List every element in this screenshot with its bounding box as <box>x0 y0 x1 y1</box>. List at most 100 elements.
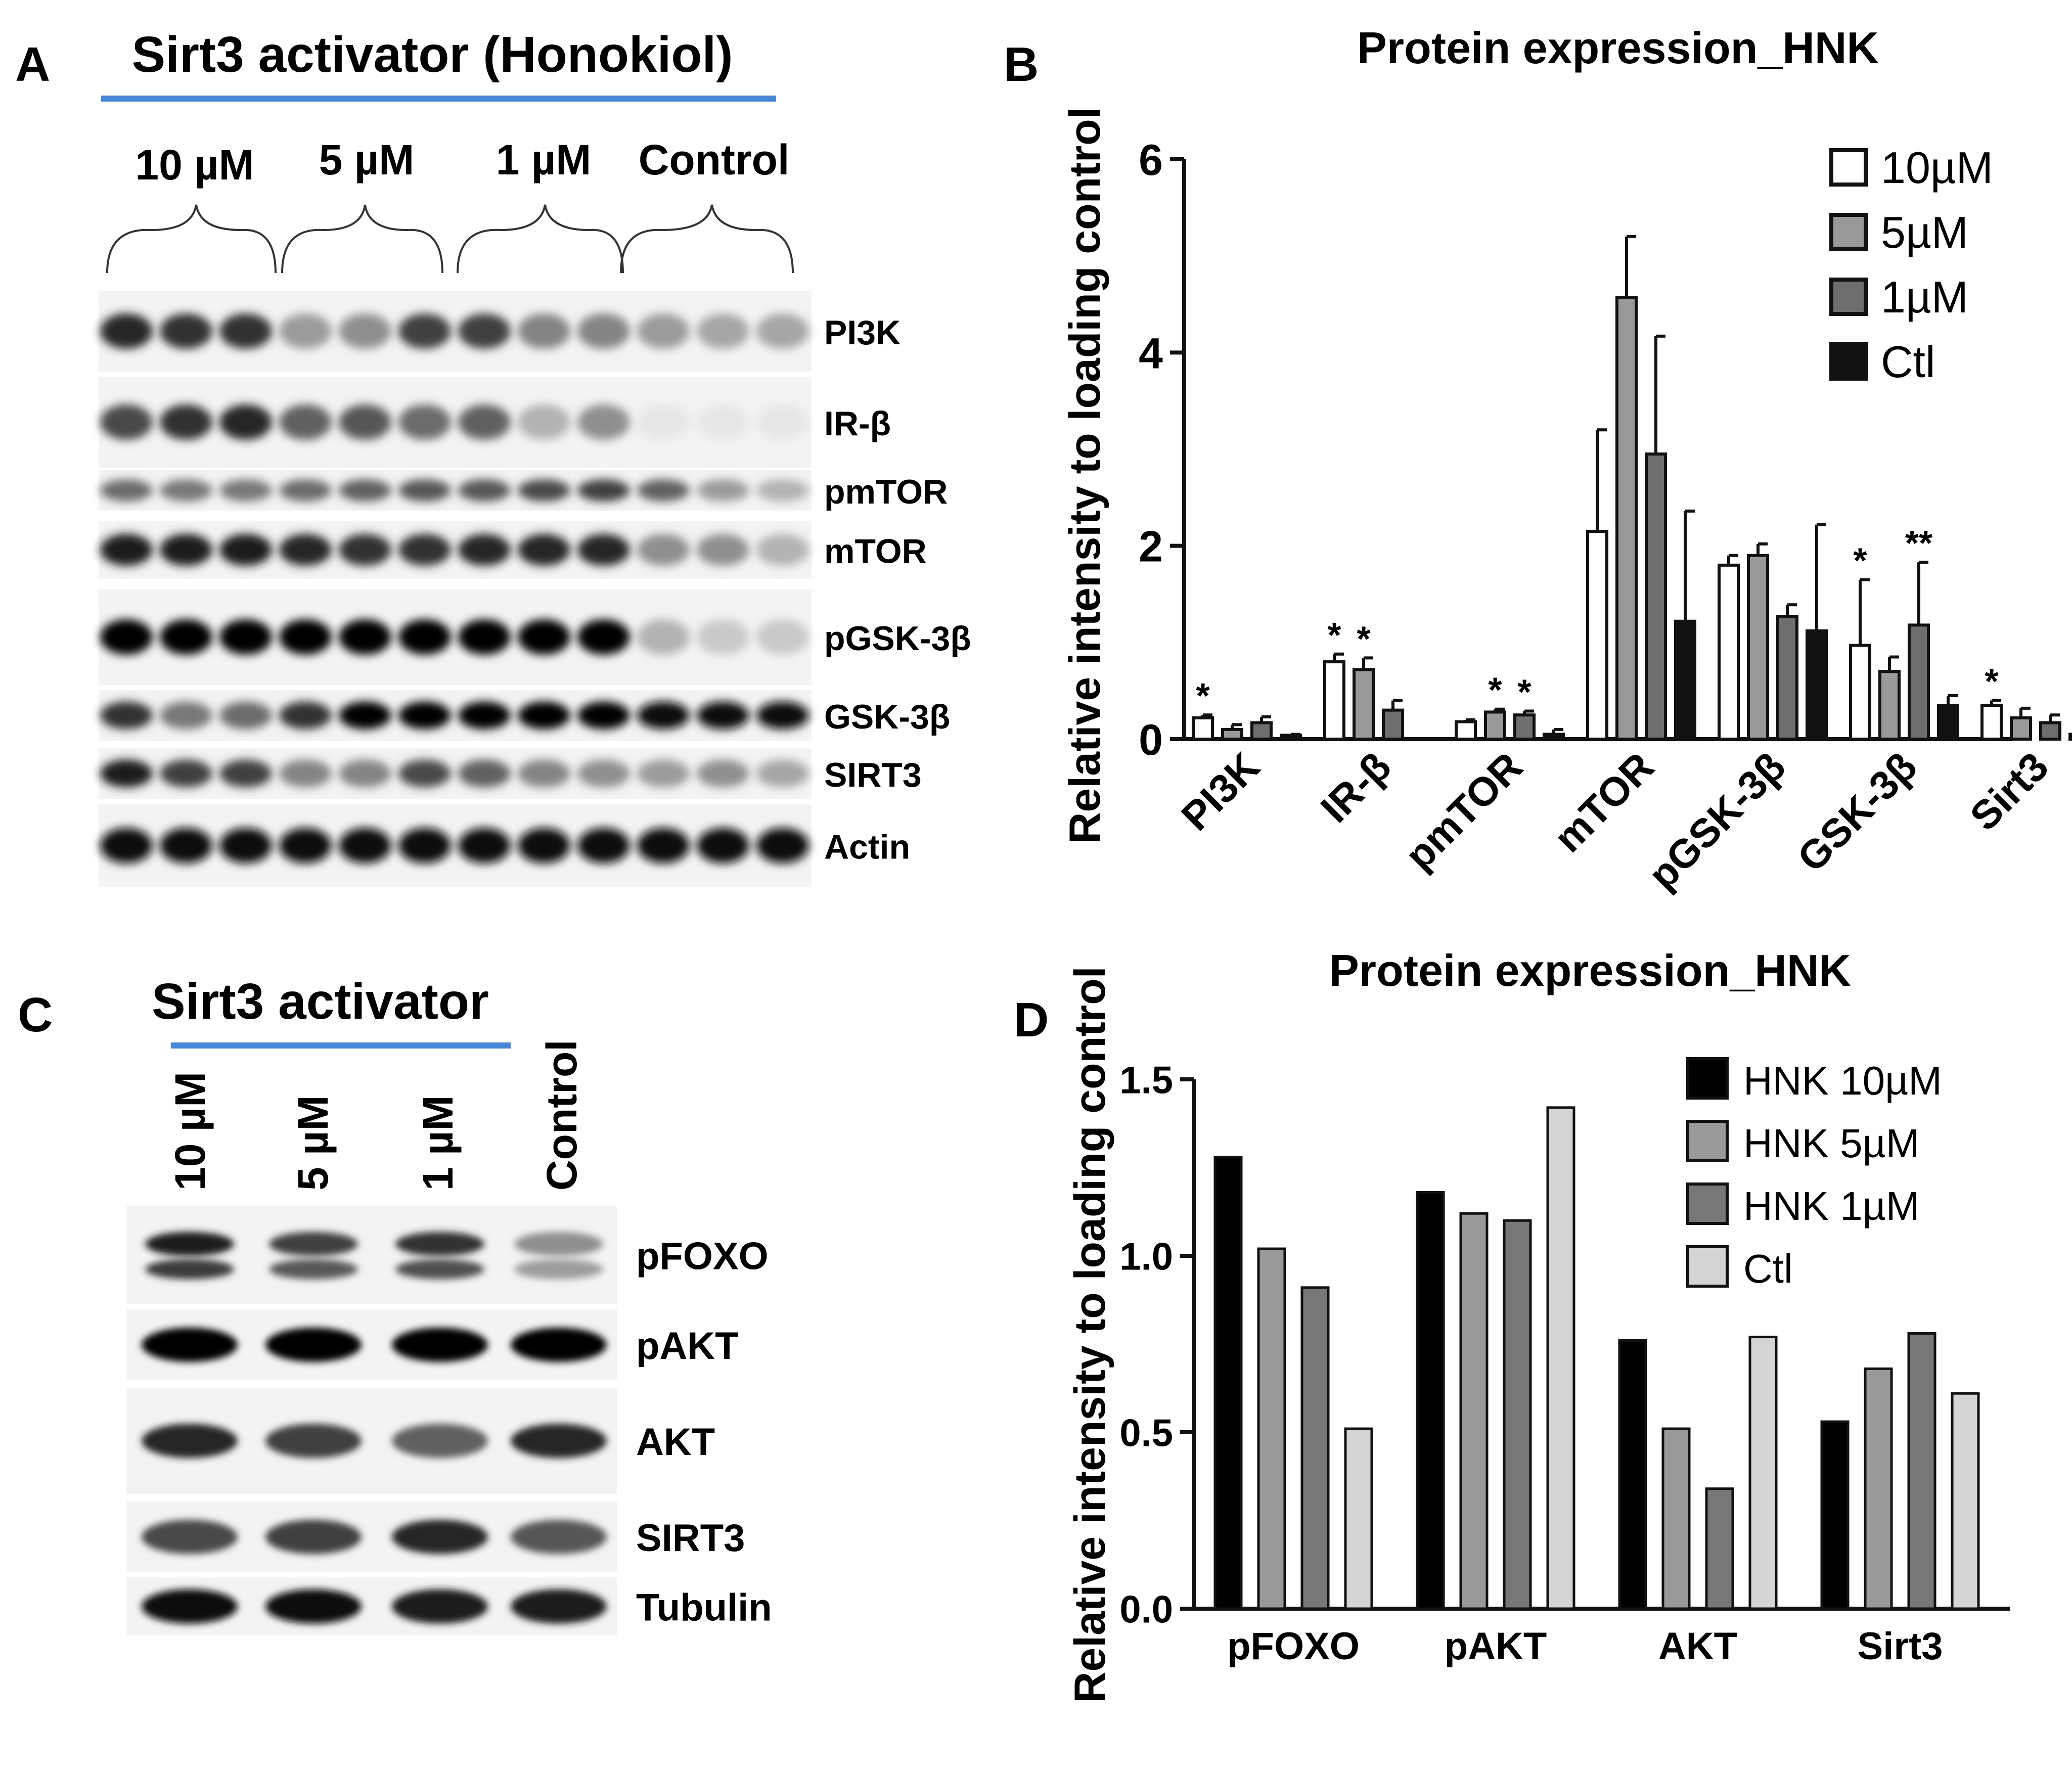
legend-label: HNK 1µM <box>1743 1184 1919 1229</box>
blot-band <box>339 828 391 863</box>
blot-band <box>100 759 153 788</box>
panel-a-group-label: 10 µM <box>135 141 254 189</box>
bar <box>1907 1332 1936 1610</box>
blot-band <box>458 701 511 730</box>
blot-band <box>339 313 391 349</box>
bar <box>1849 644 1871 741</box>
blot-row: mTOR <box>99 521 927 579</box>
blot-band <box>398 313 451 349</box>
blot-band <box>398 828 451 863</box>
x-tick-label: Sirt3 <box>1961 744 2057 839</box>
blot-band <box>339 619 391 655</box>
blot-band <box>160 479 212 502</box>
bar <box>1213 1156 1243 1610</box>
blot-row-label: PI3K <box>824 313 900 352</box>
bar <box>1747 554 1769 741</box>
y-tick-label: 0.0 <box>1119 1588 1173 1631</box>
blot-band <box>160 759 212 788</box>
blot-band <box>100 533 153 566</box>
bar <box>1257 1247 1286 1610</box>
panel-c-lane-label: 5 µM <box>289 1096 337 1191</box>
blot-band <box>697 404 749 440</box>
blot-band <box>142 1328 238 1362</box>
blot-band <box>697 759 749 788</box>
blot-band <box>697 533 749 566</box>
bar <box>1586 529 1608 741</box>
blot-band <box>142 1520 238 1554</box>
bar <box>1300 1286 1330 1610</box>
blot-strip <box>99 291 812 372</box>
blot-band <box>518 313 570 349</box>
blot-band <box>637 828 690 863</box>
bar <box>1908 623 1930 741</box>
blot-strip <box>99 690 812 741</box>
blot-row-label: IR-β <box>824 404 891 443</box>
blot-band <box>395 1259 484 1280</box>
blot-band <box>279 313 332 349</box>
legend-swatch-ctl <box>1686 1245 1729 1288</box>
bar <box>1192 716 1214 741</box>
blot-band <box>219 759 272 788</box>
blot-band <box>398 701 451 730</box>
panel-d: D Protein expression_HNK Relative intens… <box>1014 945 2010 1703</box>
blot-row: pmTOR <box>99 470 948 511</box>
panel-b-y-axis-label: Relative intensity to loading control <box>1061 107 1109 843</box>
panel-d-y-axis-label: Relative intensity to loading control <box>1066 966 1114 1703</box>
blot-row: GSK-3β <box>99 690 950 741</box>
legend-swatch-10um <box>1829 148 1868 187</box>
bar <box>1250 721 1273 741</box>
blot-band <box>458 313 511 349</box>
blot-band <box>100 404 153 440</box>
blot-band <box>100 828 153 863</box>
blot-band <box>577 759 630 788</box>
bar <box>1382 708 1404 741</box>
blot-band <box>514 1259 603 1280</box>
legend-label: HNK 5µM <box>1743 1121 1919 1166</box>
panel-d-legend: HNK 10µM HNK 5µM HNK 1µM Ctl <box>1686 1057 1942 1291</box>
x-tick-label: Sirt3 <box>1858 1625 1943 1668</box>
legend-label: Ctl <box>1881 337 1935 387</box>
x-tick-label: GSK-3β <box>1789 744 1925 880</box>
bar <box>1543 733 1565 741</box>
blot-band <box>518 701 570 730</box>
blot-row-label: pmTOR <box>824 473 948 511</box>
blot-band <box>392 1589 488 1624</box>
panel-a-title: Sirt3 activator (Honokiol) <box>131 26 733 83</box>
bar <box>1674 619 1696 741</box>
y-tick-label: 1.0 <box>1119 1235 1173 1278</box>
bar <box>1748 1336 1778 1610</box>
blot-row-label: pGSK-3β <box>824 619 971 658</box>
blot-band <box>458 533 511 566</box>
legend-label: HNK 10µM <box>1743 1058 1942 1103</box>
blot-band <box>219 619 272 655</box>
significance-mark: * <box>1196 676 1210 715</box>
blot-band <box>265 1328 362 1362</box>
blot-row-label: pAKT <box>636 1325 739 1368</box>
y-tick-label: 0 <box>1139 716 1163 764</box>
blot-row: pFOXO <box>126 1206 769 1304</box>
blot-band <box>637 619 690 655</box>
bar <box>1705 1487 1734 1610</box>
blot-band <box>637 479 690 502</box>
bar <box>1776 615 1798 741</box>
panel-a-group-label: Control <box>639 136 790 184</box>
blot-band <box>637 404 690 440</box>
blot-row: IR-β <box>99 377 891 468</box>
blot-band <box>392 1328 488 1362</box>
blot-row: PI3K <box>99 291 900 372</box>
blot-band <box>518 828 570 863</box>
blot-band <box>398 619 451 655</box>
significance-mark: * <box>1488 670 1502 710</box>
blot-band <box>756 533 809 566</box>
legend-swatch-5um <box>1829 213 1868 251</box>
blot-band <box>637 533 690 566</box>
blot-band <box>100 313 153 349</box>
blot-band <box>756 759 809 788</box>
blot-row-label: pFOXO <box>636 1235 769 1278</box>
legend-swatch-hnk-10um <box>1686 1057 1729 1100</box>
bar <box>1323 660 1345 741</box>
legend-label: 10µM <box>1881 143 1993 193</box>
panel-a: A Sirt3 activator (Honokiol) 10 µM 5 µM … <box>15 26 971 887</box>
blot-band <box>279 533 332 566</box>
